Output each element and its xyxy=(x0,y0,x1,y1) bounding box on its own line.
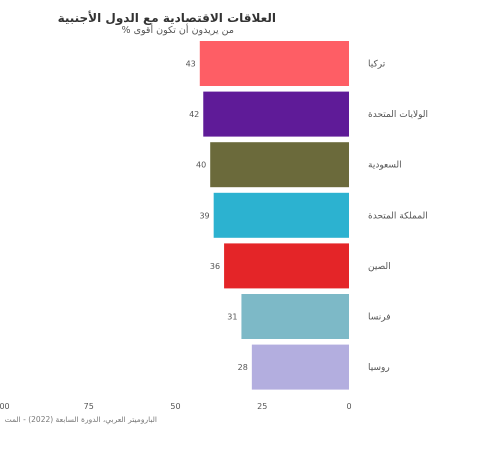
bar-value-label: 42 xyxy=(189,110,199,119)
bar xyxy=(251,344,349,390)
bar-value-label: 31 xyxy=(227,313,237,322)
bar-value-label: 40 xyxy=(196,161,206,170)
x-tick-label: 25 xyxy=(257,402,267,411)
x-tick-label: 0 xyxy=(346,402,351,411)
x-tick-label: 50 xyxy=(170,402,180,411)
bar-value-label: 43 xyxy=(186,60,196,69)
bar xyxy=(224,243,349,289)
chart-title: العلاقات الاقتصادية مع الدول الأجنبية xyxy=(58,10,276,26)
bar xyxy=(213,192,349,238)
x-tick-label: 75 xyxy=(84,402,94,411)
x-axis: 0 25 50 75 100 xyxy=(0,402,352,411)
bar-value-label: 39 xyxy=(199,211,209,220)
category-label: فرنسا xyxy=(368,313,391,323)
bar xyxy=(210,142,349,188)
category-label: الولايات المتحدة xyxy=(368,110,428,120)
x-tick-label: 100 xyxy=(0,402,10,411)
bar-value-label: 28 xyxy=(238,363,248,372)
bar-value-label: 36 xyxy=(210,262,220,271)
bars-group: 43 تركيا 42 الولايات المتحدة 40 السعودية 39 الم… xyxy=(186,41,428,390)
category-label: روسيا xyxy=(368,363,390,373)
bar xyxy=(203,91,349,137)
bar xyxy=(199,41,349,86)
category-label: السعودية xyxy=(368,161,402,171)
chart-subtitle: % من يريدون أن تكون أقوى xyxy=(122,23,234,36)
category-label: تركيا xyxy=(368,60,386,70)
category-label: المملكة المتحدة xyxy=(368,211,428,221)
category-label: الصين xyxy=(368,262,391,272)
bar xyxy=(241,294,349,339)
source-note: الباروميتر العربي، الدورة السابعة (2022)… xyxy=(5,415,157,424)
